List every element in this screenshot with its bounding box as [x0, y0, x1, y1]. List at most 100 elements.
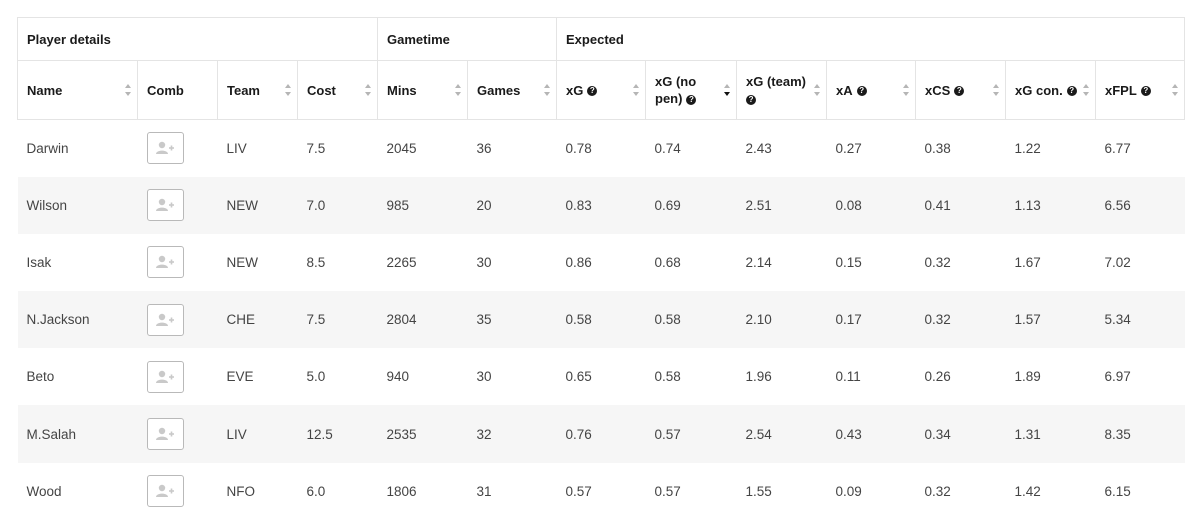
add-player-icon: [156, 427, 174, 441]
cell-xg: 0.76: [565, 426, 592, 442]
sort-arrows-icon[interactable]: [364, 83, 372, 97]
cell-xcs: 0.32: [924, 254, 951, 270]
cell-cost: 8.5: [306, 254, 326, 270]
cell-xcs: 0.34: [924, 426, 951, 442]
add-to-comb-button[interactable]: [146, 303, 184, 336]
cell-xg-no-pen: 0.74: [654, 140, 681, 156]
sort-arrows-icon[interactable]: [1171, 83, 1179, 97]
cell-mins: 1806: [386, 483, 417, 499]
cell-xg-con: 1.89: [1014, 369, 1041, 385]
cell-cost: 7.5: [306, 140, 326, 156]
col-header-xg-con[interactable]: xG con.?: [1005, 60, 1097, 120]
col-header-cost[interactable]: Cost: [296, 60, 379, 120]
col-label: xG (team): [746, 74, 806, 89]
sort-arrows-icon[interactable]: [543, 83, 551, 97]
player-stats-table: Player details Gametime Expected Name Co…: [16, 17, 1186, 520]
group-gametime: Gametime: [377, 17, 558, 61]
cell-xg-team: 2.54: [745, 426, 772, 442]
col-header-team[interactable]: Team: [217, 60, 298, 120]
sort-arrows-icon[interactable]: [454, 83, 462, 97]
cell-xa: 0.11: [835, 369, 861, 385]
table-row: N.Jackson CHE 7.5 2804 35 0.58 0.58 2.10 0.17 0.3…: [17, 291, 1185, 349]
table-row: Beto EVE 5.0 940 30 0.65 0.58 1.96 0.11 0.26 1.89 6…: [18, 348, 1185, 405]
sort-arrows-icon[interactable]: [124, 83, 132, 97]
help-icon[interactable]: ?: [1066, 86, 1077, 97]
cell-xfpl: 8.35: [1104, 426, 1131, 442]
sort-arrows-icon[interactable]: [813, 83, 821, 97]
cell-xg: 0.65: [565, 369, 592, 385]
sort-arrows-icon[interactable]: [284, 83, 292, 97]
col-header-games[interactable]: Games: [467, 60, 558, 120]
cell-games: 30: [476, 369, 492, 385]
cell-comb: [138, 463, 218, 520]
col-label: xA: [836, 82, 853, 98]
table-row: Wood NFO 6.0 1806 31 0.57 0.57 1.55 0.09 0.32 1.42…: [18, 463, 1185, 520]
sort-arrows-icon[interactable]: [902, 83, 910, 97]
col-label: Games: [477, 82, 521, 98]
cell-comb: [138, 348, 218, 405]
cell-team: LIV: [226, 426, 247, 442]
add-to-comb-button[interactable]: [146, 360, 184, 393]
cell-name: Wood: [26, 483, 62, 499]
sort-desc-icon[interactable]: [723, 83, 731, 97]
cell-comb: [138, 120, 218, 177]
cell-team: LIV: [226, 140, 247, 156]
col-header-xg[interactable]: xG?: [556, 60, 647, 120]
cell-cost: 7.0: [306, 197, 326, 213]
help-icon[interactable]: ?: [587, 86, 598, 97]
help-icon[interactable]: ?: [1140, 86, 1151, 97]
help-icon[interactable]: ?: [954, 86, 965, 97]
sort-arrows-icon[interactable]: [992, 83, 1000, 97]
table-row: Darwin LIV 7.5 2045 36 0.78 0.74 2.43 0.27 0.38 1.…: [18, 120, 1185, 177]
cell-xa: 0.43: [835, 426, 862, 442]
cell-cost: 12.5: [306, 426, 333, 442]
col-label: Comb: [147, 82, 184, 98]
cell-xfpl: 7.02: [1104, 254, 1131, 270]
add-player-icon: [156, 199, 174, 212]
help-icon[interactable]: ?: [686, 94, 697, 105]
group-player-details: Player details: [16, 17, 379, 61]
cell-xg-no-pen: 0.58: [654, 312, 681, 328]
help-icon[interactable]: ?: [746, 94, 757, 105]
col-label: Team: [227, 82, 260, 98]
col-label: pen): [655, 91, 683, 106]
add-player-icon: [156, 313, 174, 326]
cell-xa: 0.15: [835, 254, 862, 270]
cell-xa: 0.17: [835, 312, 862, 328]
cell-xg-no-pen: 0.57: [654, 426, 681, 442]
col-label: Name: [27, 82, 63, 98]
cell-xg-no-pen: 0.58: [654, 369, 681, 385]
sort-arrows-icon[interactable]: [632, 83, 640, 97]
col-header-xfpl[interactable]: xFPL?: [1095, 60, 1186, 120]
col-header-mins[interactable]: Mins: [377, 60, 469, 120]
add-to-comb-button[interactable]: [146, 189, 184, 222]
cell-name: N.Jackson: [26, 312, 90, 328]
add-to-comb-button[interactable]: [146, 246, 184, 279]
group-expected: Expected: [556, 17, 1186, 61]
col-header-name[interactable]: Name: [17, 60, 138, 120]
cell-xfpl: 6.56: [1104, 197, 1131, 213]
sort-arrows-icon[interactable]: [1082, 83, 1090, 97]
add-to-comb-button[interactable]: [146, 418, 184, 451]
cell-xg-con: 1.67: [1014, 254, 1041, 270]
col-header-xg-team[interactable]: xG (team)?: [736, 60, 828, 120]
col-header-xg-no-pen[interactable]: xG (no pen)?: [645, 60, 738, 120]
cell-games: 35: [476, 312, 492, 328]
cell-xfpl: 6.77: [1104, 140, 1131, 156]
cell-games: 31: [476, 483, 492, 499]
col-label: Mins: [387, 82, 417, 98]
cell-xg-team: 2.43: [745, 140, 772, 156]
cell-xa: 0.27: [835, 140, 862, 156]
col-header-xa[interactable]: xA?: [826, 60, 917, 120]
cell-xg: 0.58: [565, 312, 592, 328]
add-to-comb-button[interactable]: [146, 475, 184, 508]
add-player-icon: [156, 485, 174, 498]
col-label: Cost: [307, 82, 336, 98]
cell-comb: [138, 405, 218, 462]
help-icon[interactable]: ?: [856, 86, 867, 97]
add-player-icon: [156, 370, 174, 383]
add-to-comb-button[interactable]: [146, 132, 184, 165]
cell-name: Wilson: [26, 197, 68, 213]
col-header-xcs[interactable]: xCS?: [915, 60, 1007, 120]
cell-mins: 2265: [386, 254, 417, 270]
